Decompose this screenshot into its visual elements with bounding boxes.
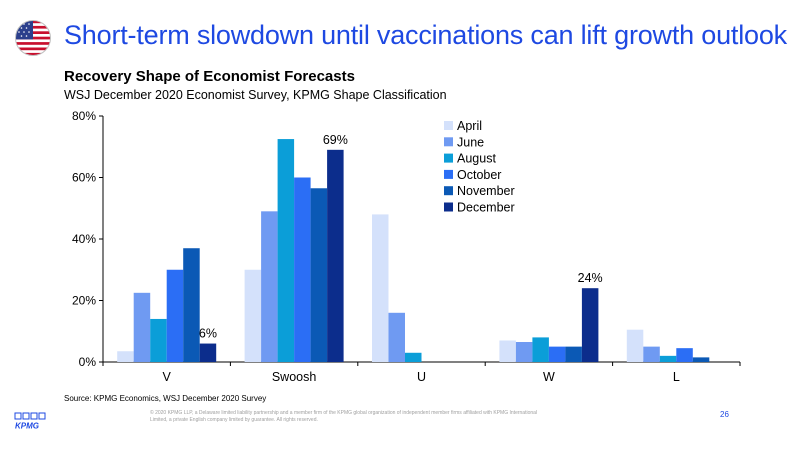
bar-october-l [676, 348, 693, 362]
bar-april-swoosh [244, 269, 262, 362]
bar-november-swoosh [310, 188, 328, 362]
bar-december-w [581, 288, 599, 362]
legend-label-october: October [457, 168, 501, 182]
us-flag-icon [15, 20, 51, 56]
y-tick-label: 40% [72, 232, 96, 246]
bar-april-l [626, 329, 644, 362]
bar-august-l [659, 355, 677, 362]
bar-october-w [548, 346, 566, 362]
data-label: 69% [323, 133, 348, 147]
bar-june-l [643, 346, 660, 362]
bar-august-w [532, 337, 549, 362]
legend-label-august: August [457, 152, 496, 166]
kpmg-logo: KPMG [14, 412, 46, 431]
data-label: 24% [578, 271, 603, 285]
legend-swatch-november [444, 186, 453, 196]
bar-june-v [133, 292, 151, 362]
bar-december-v [199, 343, 217, 362]
legal-notice: © 2020 KPMG LLP, a Delaware limited liab… [150, 410, 538, 423]
bar-october-swoosh [294, 177, 311, 362]
legend-swatch-october [444, 169, 453, 179]
y-tick-label: 60% [72, 171, 96, 185]
bar-june-u [388, 312, 405, 362]
page-number: 26 [720, 410, 729, 419]
chart-title: Recovery Shape of Economist Forecasts [64, 68, 355, 85]
bar-november-l [692, 357, 710, 362]
bar-august-swoosh [277, 139, 295, 362]
chart-subtitle: WSJ December 2020 Economist Survey, KPMG… [64, 88, 447, 102]
bar-november-v [183, 248, 200, 362]
legend-swatch-december [444, 202, 453, 212]
x-tick-label: V [163, 370, 172, 384]
bar-april-u [372, 214, 389, 362]
bar-october-v [166, 269, 184, 362]
x-tick-label: L [673, 370, 680, 384]
bar-august-v [150, 318, 167, 362]
x-tick-label: U [417, 370, 426, 384]
legend-swatch-april [444, 121, 453, 130]
bar-december-swoosh [327, 149, 344, 362]
kpmg-logo-text: KPMG [15, 422, 39, 431]
slide-title: Short-term slowdown until vaccinations c… [64, 20, 787, 50]
source-note: Source: KPMG Economics, WSJ December 202… [64, 394, 267, 403]
y-tick-label: 80% [72, 109, 96, 123]
legend-label-november: November [457, 184, 515, 198]
bar-june-w [515, 342, 533, 362]
legend-swatch-june [444, 137, 453, 147]
y-tick-label: 20% [72, 294, 96, 308]
bar-august-u [405, 352, 422, 362]
data-label: 6% [199, 327, 217, 341]
bar-november-w [565, 346, 582, 362]
x-tick-label: Swoosh [272, 370, 317, 384]
legend-swatch-august [444, 153, 453, 163]
legend-label-december: December [457, 201, 515, 215]
legend-label-april: April [457, 119, 482, 133]
legend-label-june: June [457, 135, 484, 149]
bar-april-v [117, 351, 134, 362]
y-tick-label: 0% [79, 355, 97, 369]
bar-june-swoosh [261, 211, 278, 362]
bar-april-w [499, 340, 516, 362]
x-tick-label: W [543, 370, 555, 384]
